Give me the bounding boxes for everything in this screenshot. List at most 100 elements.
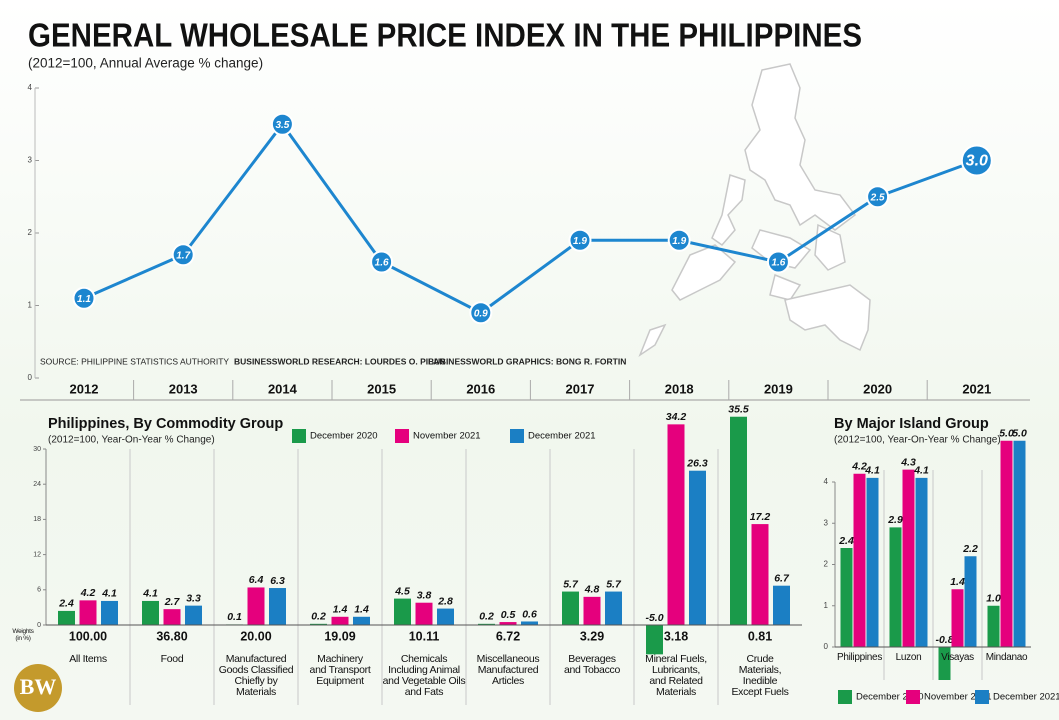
legend-label: December 2021 bbox=[993, 692, 1059, 703]
x-tick-label: Philippines bbox=[836, 652, 883, 663]
data-label: 5.7 bbox=[606, 578, 622, 590]
y-tick-label: 30 bbox=[33, 446, 41, 453]
bar bbox=[437, 608, 454, 625]
data-label: 4.5 bbox=[394, 585, 410, 597]
weight-label: 0.81 bbox=[748, 629, 772, 643]
y-tick-label: 0 bbox=[28, 373, 33, 382]
x-tick-label: 2012 bbox=[70, 381, 99, 396]
data-label: 4.2 bbox=[851, 461, 867, 473]
weight-label: 6.72 bbox=[496, 629, 520, 643]
bar bbox=[853, 473, 866, 647]
x-tick-label: All Items bbox=[69, 653, 107, 665]
data-label: 1.9 bbox=[573, 236, 587, 247]
x-tick-label: Crude Materials, Inedible Except Fuels bbox=[731, 653, 789, 698]
y-tick-label: 1 bbox=[28, 301, 33, 310]
weights-label: Weights (in %) bbox=[12, 628, 34, 642]
bar bbox=[562, 591, 579, 625]
bar bbox=[163, 609, 181, 625]
bar bbox=[79, 600, 97, 625]
bar bbox=[310, 623, 327, 625]
data-label: 6.4 bbox=[249, 574, 264, 586]
logo-badge bbox=[14, 664, 62, 712]
bar bbox=[689, 470, 706, 625]
source-note: SOURCE: PHILIPPINE STATISTICS AUTHORITY bbox=[40, 356, 229, 366]
point bbox=[370, 250, 394, 274]
data-label: 5.0 bbox=[1012, 428, 1027, 440]
bar bbox=[415, 602, 433, 625]
data-label: 1.1 bbox=[77, 294, 91, 305]
data-label: 6.3 bbox=[270, 575, 285, 587]
bar bbox=[185, 605, 202, 625]
y-tick-label: 3 bbox=[28, 156, 33, 165]
chart-subtitle: (2012=100, Annual Average % change) bbox=[28, 56, 263, 71]
data-label: 3.5 bbox=[275, 120, 289, 131]
y-tick-label: 0 bbox=[824, 642, 829, 651]
weight-label: 19.09 bbox=[324, 629, 355, 643]
bar bbox=[840, 548, 853, 647]
legend-swatch bbox=[395, 429, 409, 443]
x-tick-label: Luzon bbox=[895, 652, 922, 663]
data-label: 5.0 bbox=[999, 428, 1014, 440]
bar bbox=[730, 416, 747, 625]
data-label: 4.1 bbox=[913, 465, 929, 477]
chart-title: GENERAL WHOLESALE PRICE INDEX IN THE PHI… bbox=[28, 17, 862, 54]
x-tick-label: Visayas bbox=[941, 652, 974, 663]
data-label: -5.0 bbox=[645, 612, 663, 624]
x-tick-label: Machinery and Transport Equipment bbox=[309, 653, 371, 687]
y-tick-label: 3 bbox=[824, 518, 829, 527]
x-tick-label: 2015 bbox=[367, 381, 396, 396]
y-tick-label: 4 bbox=[28, 83, 33, 92]
legend-swatch bbox=[906, 690, 920, 704]
x-tick-label: Beverages and Tobacco bbox=[563, 653, 621, 676]
data-label: 1.6 bbox=[375, 258, 389, 269]
y-tick-label: 0 bbox=[37, 622, 41, 629]
bar bbox=[499, 622, 517, 625]
data-label: 4.2 bbox=[80, 587, 96, 599]
data-label: 2.2 bbox=[962, 543, 978, 555]
y-tick-label: 2 bbox=[824, 560, 829, 569]
y-tick-label: 1 bbox=[824, 601, 829, 610]
chart-subtitle: (2012=100, Year-On-Year % Change) bbox=[834, 435, 1001, 446]
x-tick-label: Chemicals Including Animal and Vegetable… bbox=[382, 653, 466, 698]
data-label: 2.8 bbox=[437, 595, 453, 607]
legend-label: November 2021 bbox=[413, 431, 481, 442]
x-tick-label: 2013 bbox=[169, 381, 198, 396]
weight-label: 3.29 bbox=[580, 629, 604, 643]
data-label: 17.2 bbox=[750, 511, 771, 523]
x-tick-label: 2018 bbox=[665, 381, 694, 396]
y-tick-label: 4 bbox=[824, 477, 829, 486]
point bbox=[568, 228, 592, 252]
x-tick-label: Manufactured Goods Classified Chiefly by… bbox=[218, 653, 294, 698]
data-label: 0.6 bbox=[522, 608, 537, 620]
data-label: 3.8 bbox=[417, 589, 432, 601]
bar bbox=[521, 621, 538, 625]
bar bbox=[902, 469, 915, 647]
chart-title: Philippines, By Commodity Group bbox=[48, 416, 283, 432]
data-label: 4.1 bbox=[864, 465, 880, 477]
bar bbox=[915, 477, 928, 647]
data-label: 1.4 bbox=[354, 604, 369, 616]
weight-label: 100.00 bbox=[69, 629, 107, 643]
bar bbox=[866, 477, 879, 647]
data-label: 2.9 bbox=[887, 514, 903, 526]
bar bbox=[247, 587, 265, 625]
data-label: 1.6 bbox=[771, 258, 785, 269]
legend-label: December 2021 bbox=[528, 431, 596, 442]
bar bbox=[751, 524, 769, 625]
data-label: 34.2 bbox=[666, 411, 687, 423]
data-label: 4.1 bbox=[142, 588, 158, 600]
bar bbox=[142, 600, 159, 625]
data-label: 2.4 bbox=[58, 598, 74, 610]
data-label: 0.2 bbox=[311, 611, 326, 623]
data-label: 1.0 bbox=[986, 593, 1001, 605]
bar bbox=[987, 605, 1000, 647]
data-label: 2.5 bbox=[870, 192, 885, 203]
x-tick-label: 2021 bbox=[962, 381, 991, 396]
data-label: 0.1 bbox=[227, 611, 242, 623]
legend-label: November 2021 bbox=[924, 692, 992, 703]
y-tick-label: 18 bbox=[33, 516, 41, 523]
point bbox=[270, 112, 294, 136]
point bbox=[469, 301, 493, 325]
